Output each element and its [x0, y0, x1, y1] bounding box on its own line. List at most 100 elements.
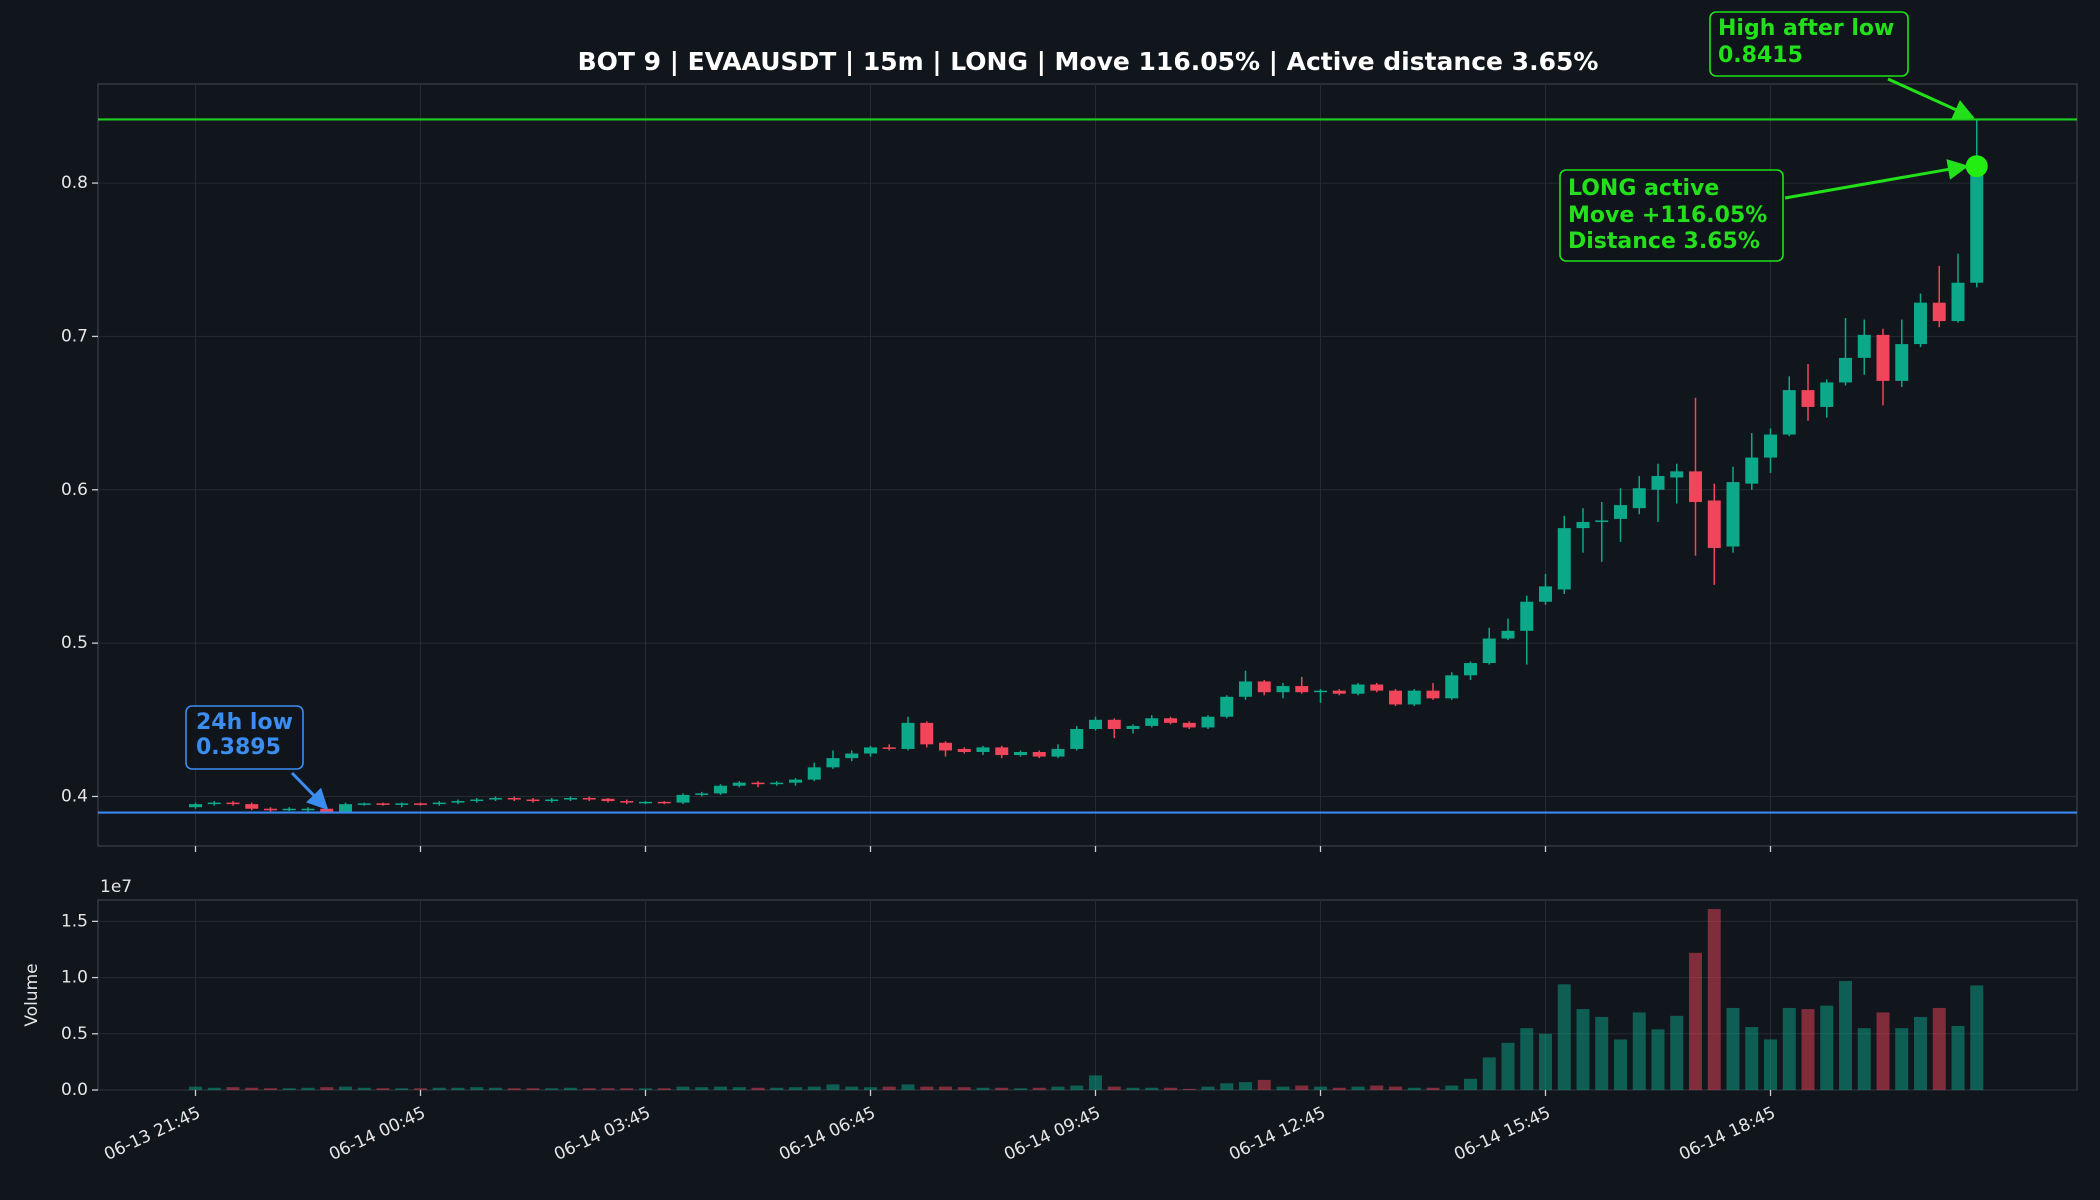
annotation-text: 24h low	[196, 710, 293, 735]
candle-body	[1014, 751, 1027, 756]
volume-bar	[732, 1087, 746, 1090]
candle-body	[1520, 601, 1534, 631]
candle-body	[1126, 725, 1140, 729]
volume-bar	[1032, 1087, 1046, 1090]
candle-body	[1220, 696, 1234, 717]
candle-body	[789, 779, 802, 783]
candle-body	[1614, 505, 1627, 519]
volume-bar	[395, 1088, 409, 1090]
candle-body	[1032, 751, 1046, 757]
volume-bar	[1426, 1087, 1440, 1090]
volume-bar	[957, 1087, 971, 1090]
y-tick-label: 1.5	[61, 911, 88, 931]
volume-bar	[1145, 1087, 1159, 1090]
candle-body	[470, 799, 484, 802]
volume-bar	[1951, 1025, 1965, 1090]
candle-body	[207, 802, 221, 805]
volume-bar	[264, 1088, 277, 1090]
volume-bar	[1614, 1039, 1627, 1090]
candle-body	[1145, 718, 1159, 726]
annotation-text: LONG active	[1568, 176, 1719, 201]
annotation-arrow	[1784, 159, 1969, 200]
volume-bar	[751, 1087, 765, 1090]
volume-bar	[1745, 1027, 1759, 1090]
candle-body	[1332, 690, 1346, 694]
candle-body	[1651, 475, 1665, 490]
volume-bar	[1501, 1042, 1515, 1090]
candle-body	[1839, 357, 1852, 383]
volume-bar	[1707, 908, 1721, 1090]
volume-bar	[1782, 1007, 1796, 1090]
candle-body	[320, 808, 334, 812]
candle-body	[995, 747, 1009, 756]
y-tick-label: 0.6	[61, 480, 88, 500]
volume-bar	[1557, 984, 1571, 1090]
annotation-text: Distance 3.65%	[1568, 229, 1760, 254]
candle-body	[1295, 686, 1309, 693]
volume-offset: 1e7	[100, 877, 132, 897]
candle-body	[1276, 686, 1290, 693]
annotation-arrow	[1887, 77, 1975, 120]
candle-body	[601, 798, 615, 802]
volume-bar	[1239, 1082, 1252, 1090]
candle-body	[676, 794, 690, 803]
candle-body	[826, 758, 840, 768]
volume-bar	[1089, 1075, 1102, 1090]
candle-body	[639, 801, 652, 804]
volume-bar	[1820, 1005, 1834, 1090]
candle-body	[920, 722, 934, 745]
volume-bar	[245, 1087, 259, 1090]
candle-body	[1707, 500, 1721, 549]
candle-body	[226, 802, 240, 805]
candle-body	[339, 804, 352, 812]
candle-body	[1501, 630, 1515, 639]
candle-body	[1201, 716, 1215, 728]
candle-body	[939, 742, 952, 751]
candle-body	[395, 803, 409, 805]
volume-bar	[882, 1086, 896, 1090]
candle-body	[545, 799, 559, 802]
candle-body	[189, 804, 202, 808]
volume-bar	[1876, 1012, 1890, 1090]
candle-body	[489, 798, 502, 800]
volume-bar	[564, 1087, 577, 1090]
volume-bar	[226, 1087, 240, 1090]
volume-bar	[1351, 1086, 1365, 1090]
volume-bar	[1857, 1028, 1871, 1090]
volume-bar	[1839, 980, 1852, 1090]
candle-body	[1632, 488, 1646, 509]
annotation-text: 0.3895	[196, 735, 281, 760]
volume-bar	[189, 1086, 202, 1090]
volume-bar	[657, 1088, 671, 1090]
volume-bar	[1445, 1085, 1459, 1090]
volume-bar	[1051, 1086, 1065, 1090]
candle-body	[1764, 434, 1777, 458]
volume-bar	[1332, 1087, 1346, 1090]
volume-bar	[620, 1088, 634, 1090]
volume-bar	[1670, 1015, 1684, 1090]
y-tick-label: 0.4	[61, 786, 88, 806]
candle-body	[1445, 675, 1459, 699]
y-tick-label: 0.8	[61, 173, 88, 193]
volume-bar	[1689, 952, 1702, 1090]
volume-bar	[1932, 1007, 1946, 1090]
volume-bar	[207, 1087, 221, 1090]
candle-body	[1370, 684, 1384, 691]
candle-body	[264, 808, 277, 811]
y-tick-label: 0.7	[61, 326, 88, 346]
volume-bar	[1407, 1087, 1421, 1090]
y-tick-label: 0.5	[61, 633, 88, 653]
candle-body	[1557, 528, 1571, 590]
candle-body	[901, 722, 915, 749]
volume-axes	[97, 899, 2078, 1091]
volume-bar	[939, 1086, 952, 1090]
annotation-text: High after low	[1718, 16, 1894, 41]
candle-body	[1407, 690, 1421, 705]
volume-bar	[432, 1087, 446, 1090]
candle-body	[582, 798, 596, 800]
candle-body	[1914, 302, 1927, 345]
candle-body	[1670, 471, 1684, 478]
volume-bar	[376, 1088, 390, 1090]
